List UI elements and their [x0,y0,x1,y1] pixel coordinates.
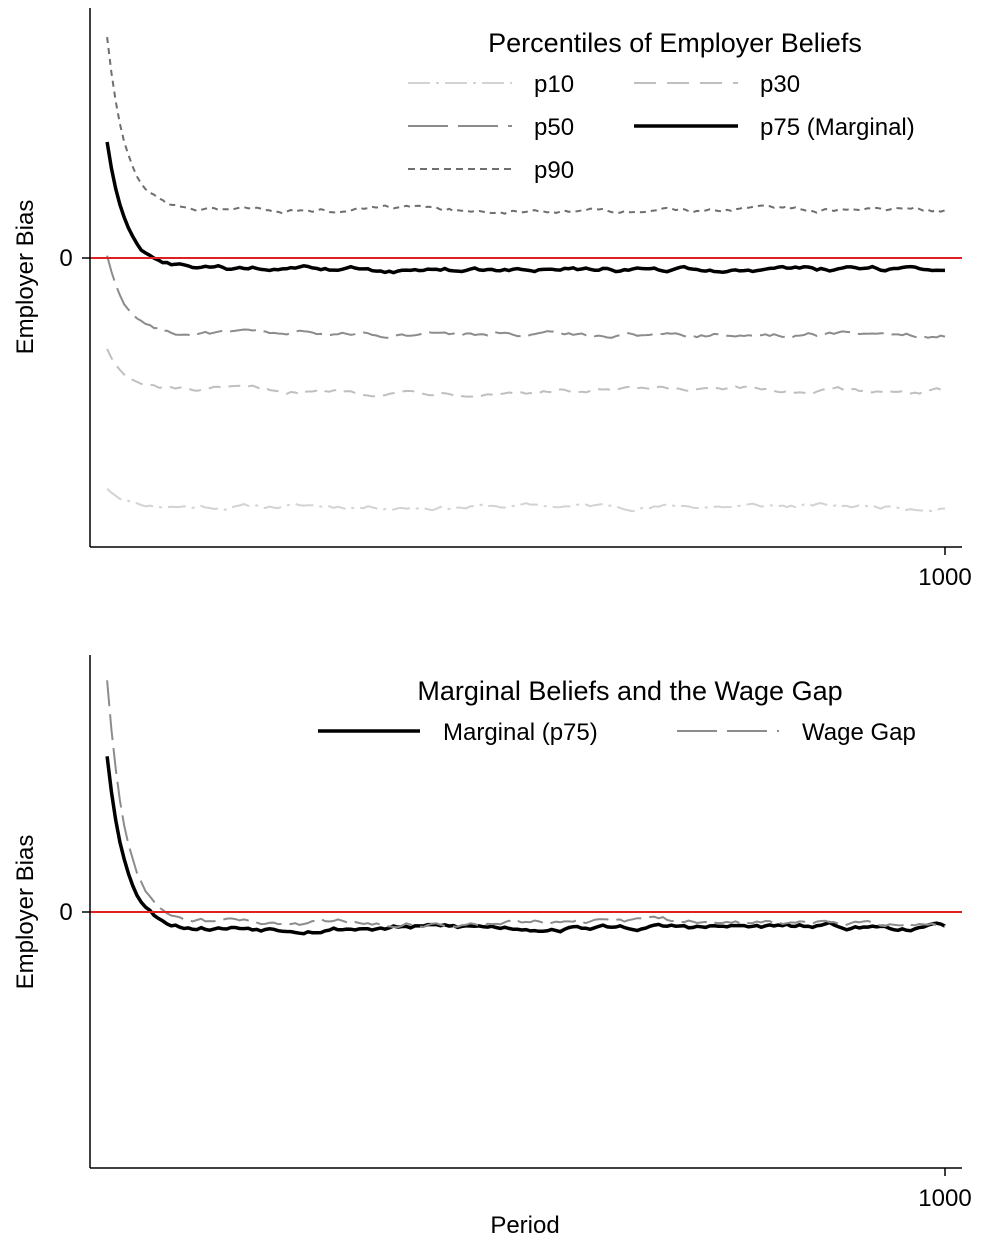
legend: Marginal Beliefs and the Wage Gap Margin… [318,676,916,746]
x-tick-label: 1000 [918,1185,971,1212]
panel-bottom: 0 1000 Employer Bias Period Marginal Bel… [12,655,972,1239]
legend-label: p10 [534,71,574,98]
legend-title: Percentiles of Employer Beliefs [488,28,862,58]
legend-entry-p90: p90 [408,157,574,184]
legend-label: p75 (Marginal) [760,114,915,141]
series-line-p30 [106,348,946,398]
x-axis-label: Period [490,1212,559,1239]
legend: Percentiles of Employer Beliefs p10 p30 … [408,28,915,184]
legend-entry-p30: p30 [634,71,800,98]
series-line-wage-gap [106,680,946,929]
top-series-group [105,36,946,513]
y-tick-label: 0 [59,245,72,272]
series-line-marginal-p75 [105,756,946,936]
legend-label: p30 [760,71,800,98]
legend-title: Marginal Beliefs and the Wage Gap [417,676,842,706]
series-line-p90 [106,36,946,215]
legend-label: p90 [534,157,574,184]
series-line-p50 [106,255,946,340]
y-axis-label: Employer Bias [12,835,39,990]
y-axis-label: Employer Bias [12,200,39,355]
legend-label: Wage Gap [802,719,916,746]
series-line-p75-marginal [105,141,945,275]
legend-entry-p10: p10 [408,71,574,98]
y-tick-label: 0 [59,899,72,926]
legend-label: Marginal (p75) [443,719,598,746]
legend-label: p50 [534,114,574,141]
series-line-p10 [106,487,946,513]
legend-entry-p75: p75 (Marginal) [634,114,915,141]
legend-entry-marginal: Marginal (p75) [318,719,598,746]
legend-entry-p50: p50 [408,114,574,141]
x-tick-label: 1000 [918,564,971,591]
panel-top: 0 1000 Employer Bias Percentiles of Empl… [12,8,972,591]
bottom-series-group [105,680,946,936]
legend-entry-wage-gap: Wage Gap [677,719,916,746]
